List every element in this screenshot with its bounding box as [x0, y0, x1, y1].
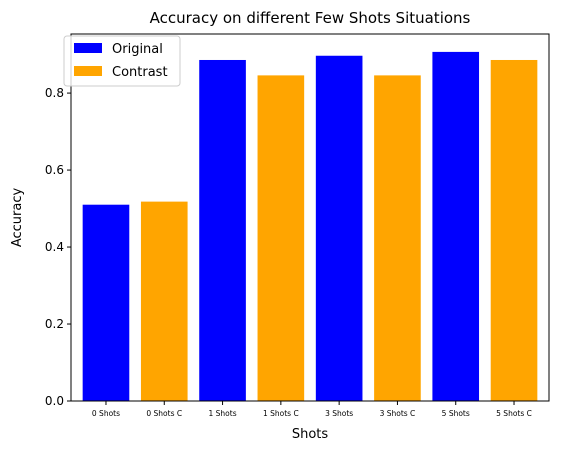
legend-swatch-contrast	[74, 66, 102, 76]
y-axis-label: Accuracy	[10, 188, 25, 248]
bar-5-shots-c	[490, 59, 538, 401]
y-tick-label: 0.8	[45, 86, 64, 100]
plot-frame	[70, 33, 550, 402]
bar-0-shots	[82, 204, 130, 401]
bars-layer	[82, 51, 538, 402]
legend-swatch-original	[74, 43, 102, 53]
y-tick-label: 0.0	[45, 394, 64, 408]
bar-0-shots-c	[140, 201, 188, 401]
y-tick-label: 0.6	[45, 163, 64, 177]
bar-1-shots-c	[257, 75, 305, 401]
x-tick-label: 0 Shots	[92, 409, 120, 418]
legend-label-original: Original	[112, 42, 163, 57]
bar-5-shots	[432, 51, 480, 402]
chart-title: Accuracy on different Few Shots Situatio…	[150, 9, 471, 27]
x-tick-label: 5 Shots C	[496, 409, 532, 418]
bar-1-shots	[199, 59, 246, 401]
legend-label-contrast: Contrast	[112, 65, 168, 80]
bar-3-shots-c	[374, 75, 421, 401]
x-tick-label: 1 Shots C	[263, 409, 299, 418]
y-axis: 0.0 0.2 0.4 0.6 0.8	[45, 86, 71, 408]
legend: Original Contrast	[63, 35, 181, 87]
y-tick-label: 0.2	[45, 317, 64, 331]
x-axis-label: Shots	[292, 427, 329, 442]
bar-3-shots	[315, 55, 363, 401]
x-tick-label: 5 Shots	[442, 409, 470, 418]
x-tick-label: 3 Shots C	[380, 409, 416, 418]
y-tick-label: 0.4	[45, 240, 64, 254]
x-tick-label: 0 Shots C	[146, 409, 182, 418]
x-axis: 0 Shots 0 Shots C 1 Shots 1 Shots C 3 Shots 3…	[92, 401, 532, 418]
x-tick-label: 1 Shots	[209, 409, 237, 418]
x-tick-label: 3 Shots	[325, 409, 353, 418]
